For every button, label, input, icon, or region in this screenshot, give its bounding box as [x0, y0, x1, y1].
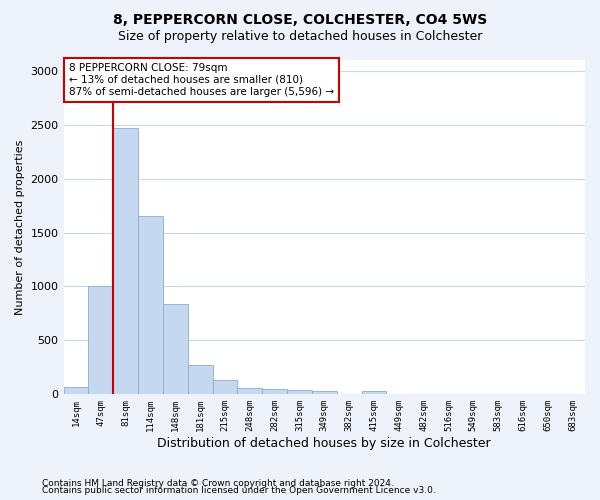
Text: Contains public sector information licensed under the Open Government Licence v3: Contains public sector information licen… [42, 486, 436, 495]
Bar [113, 128, 138, 394]
Text: Size of property relative to detached houses in Colchester: Size of property relative to detached ho… [118, 30, 482, 43]
Y-axis label: Number of detached properties: Number of detached properties [15, 140, 25, 315]
X-axis label: Distribution of detached houses by size in Colchester: Distribution of detached houses by size … [157, 437, 491, 450]
Bar [212, 380, 238, 394]
Bar [362, 392, 386, 394]
Bar [163, 304, 188, 394]
Text: Contains HM Land Registry data © Crown copyright and database right 2024.: Contains HM Land Registry data © Crown c… [42, 478, 394, 488]
Text: 8 PEPPERCORN CLOSE: 79sqm
← 13% of detached houses are smaller (810)
87% of semi: 8 PEPPERCORN CLOSE: 79sqm ← 13% of detac… [69, 64, 334, 96]
Bar [287, 390, 312, 394]
Bar [88, 286, 113, 395]
Bar [138, 216, 163, 394]
Bar [188, 364, 212, 394]
Bar [312, 391, 337, 394]
Bar [262, 390, 287, 394]
Bar [64, 388, 88, 394]
Text: 8, PEPPERCORN CLOSE, COLCHESTER, CO4 5WS: 8, PEPPERCORN CLOSE, COLCHESTER, CO4 5WS [113, 12, 487, 26]
Bar [238, 388, 262, 394]
